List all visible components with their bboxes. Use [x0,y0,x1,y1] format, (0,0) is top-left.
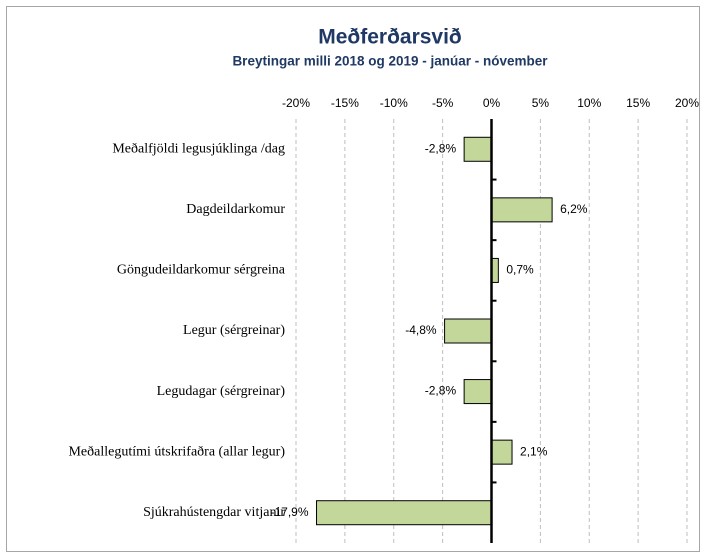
bar [316,500,492,526]
value-label: -2,8% [425,384,457,398]
x-tick-label: -20% [282,96,310,110]
value-label: -17,9% [270,505,308,519]
value-label: -4,8% [405,323,437,337]
chart-title: Meðferðarsvið [318,26,462,49]
category-label: Meðallegutími útskrifaðra (allar legur) [68,444,285,459]
value-label: 2,1% [520,444,548,458]
bar [491,439,513,465]
chart-frame [6,6,700,552]
category-label: Legudagar (sérgreinar) [157,384,286,399]
category-label: Sjúkrahústengdar vitjanir [143,505,285,520]
value-label: 0,7% [506,263,534,277]
x-tick-label: -5% [432,96,454,110]
category-label: Meðalfjöldi legusjúklinga /dag [112,142,285,157]
bar [444,318,492,344]
x-tick-label: 5% [532,96,550,110]
x-tick-label: 20% [675,96,699,110]
x-tick-label: 15% [626,96,650,110]
x-tick-label: -10% [380,96,408,110]
x-tick-label: -15% [331,96,359,110]
bar [463,136,493,162]
x-tick-label: 0% [483,96,501,110]
value-label: -2,8% [425,141,457,155]
category-label: Legur (sérgreinar) [183,323,285,338]
category-label: Dagdeildarkomur [186,202,285,217]
value-label: 6,2% [560,202,588,216]
chart-subtitle: Breytingar milli 2018 og 2019 - janúar -… [232,54,548,69]
bar [491,197,553,223]
x-tick-label: 10% [577,96,601,110]
bar [463,379,493,405]
category-label: Göngudeildarkomur sérgreina [117,263,286,278]
